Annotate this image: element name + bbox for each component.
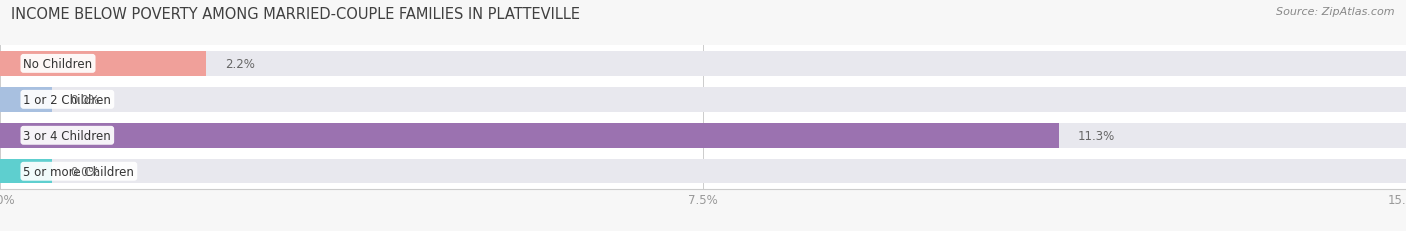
Bar xyxy=(0,118,1406,154)
Bar xyxy=(0,124,1059,148)
Bar xyxy=(0,88,1406,112)
Text: Source: ZipAtlas.com: Source: ZipAtlas.com xyxy=(1277,7,1395,17)
Text: No Children: No Children xyxy=(24,58,93,71)
Bar xyxy=(0,159,52,184)
Text: 5 or more Children: 5 or more Children xyxy=(24,165,135,178)
Bar xyxy=(0,88,52,112)
Text: 1 or 2 Children: 1 or 2 Children xyxy=(24,93,111,106)
Text: 11.3%: 11.3% xyxy=(1078,129,1115,142)
Bar xyxy=(0,154,1406,189)
Bar xyxy=(0,159,1406,184)
Bar xyxy=(0,82,1406,118)
Text: 0.0%: 0.0% xyxy=(70,93,100,106)
Bar xyxy=(0,52,1406,76)
Text: INCOME BELOW POVERTY AMONG MARRIED-COUPLE FAMILIES IN PLATTEVILLE: INCOME BELOW POVERTY AMONG MARRIED-COUPL… xyxy=(11,7,581,22)
Bar xyxy=(0,124,1406,148)
Text: 0.0%: 0.0% xyxy=(70,165,100,178)
Bar xyxy=(0,46,1406,82)
Bar xyxy=(0,52,207,76)
Text: 3 or 4 Children: 3 or 4 Children xyxy=(24,129,111,142)
Text: 2.2%: 2.2% xyxy=(225,58,254,71)
